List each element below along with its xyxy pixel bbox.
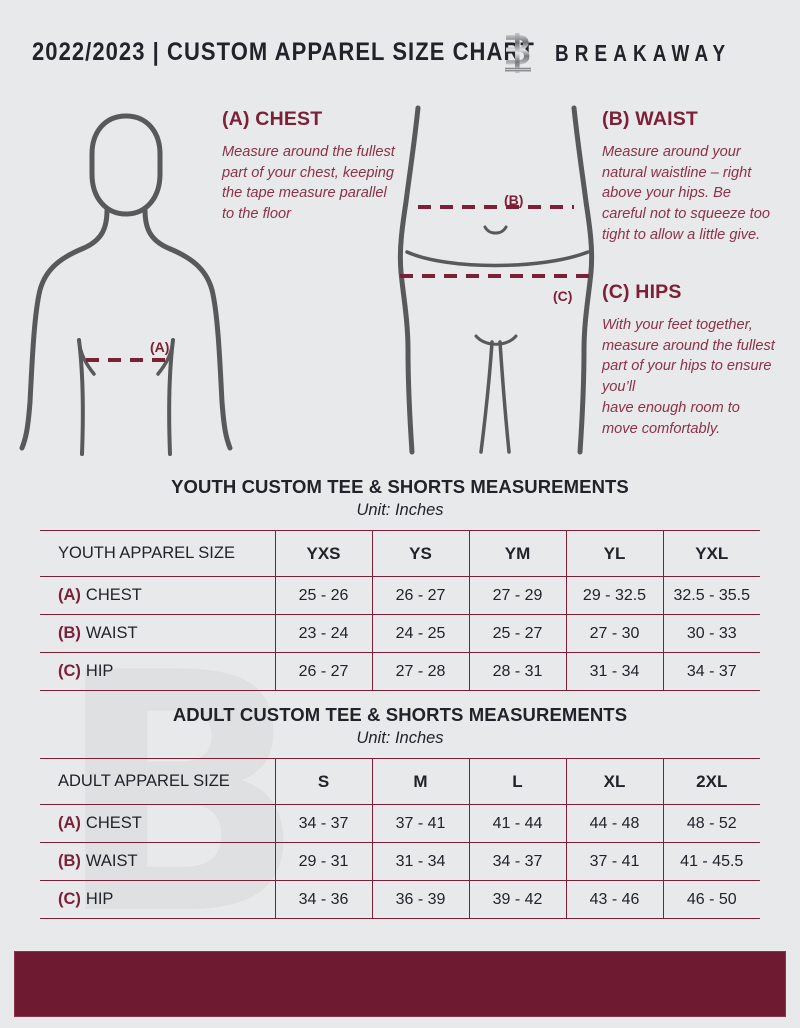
adult-size-l: L [468,758,566,805]
instruction-hips-heading: (C) HIPS [602,281,682,303]
youth-waist-yxl: 30 - 33 [662,614,760,653]
chest-marker-label: (A) [150,339,170,355]
table-row: (A) CHEST 25 - 26 26 - 27 27 - 29 29 - 32… [40,576,760,615]
youth-table-unit: Unit: Inches [356,501,444,519]
adult-size-table: ADULT APPAREL SIZE S M L XL 2XL (A) CHEST… [40,758,760,919]
youth-size-yxl: YXL [662,530,760,577]
page-title: 2022/2023 | CUSTOM APPAREL SIZE CHART [32,38,535,66]
adult-waist-l: 34 - 37 [468,842,566,881]
instruction-waist: (B) WAIST Measure around your natural wa… [602,108,777,246]
adult-hip-l: 39 - 42 [468,880,566,919]
hip-marker-label: (C) [553,288,573,304]
youth-chest-ys: 26 - 27 [371,576,469,615]
youth-hip-yxl: 34 - 37 [662,652,760,691]
table-row: (A) CHEST 34 - 37 37 - 41 41 - 44 44 - 48… [40,804,760,843]
youth-waist-yxs: 23 - 24 [274,614,372,653]
waist-tag: (B) [58,624,81,642]
table-row: (B) WAIST 29 - 31 31 - 34 34 - 37 37 - 41… [40,842,760,881]
youth-hip-yl: 31 - 34 [565,652,663,691]
hip-tag: (C) [58,662,81,680]
youth-hip-ys: 27 - 28 [371,652,469,691]
youth-size-table: YOUTH APPAREL SIZE YXS YS YM YL YXL (A) C… [40,530,760,691]
hip-label: HIP [85,662,114,680]
chest-tag: (A) [58,814,81,832]
adult-chest-s: 34 - 37 [274,804,372,843]
adult-waist-s: 29 - 31 [274,842,372,881]
youth-waist-yl: 27 - 30 [565,614,663,653]
waist-tag: (B) [58,852,81,870]
adult-hip-2xl: 46 - 50 [662,880,760,919]
adult-row-hip-label: (C) HIP [40,880,275,919]
brand-wordmark: BREAKAWAY [555,39,732,66]
chest-label: CHEST [85,586,142,604]
adult-row-chest-label: (A) CHEST [40,804,275,843]
instruction-chest-body: Measure around the fullest part of your … [222,144,395,223]
adult-size-m: M [371,758,469,805]
upper-body-figure [19,113,233,456]
figures-area: (A) (B) (C) [0,96,800,466]
adult-chest-xl: 44 - 48 [565,804,663,843]
adult-row-waist-label: (B) WAIST [40,842,275,881]
hip-label: HIP [85,890,114,908]
adult-size-s: S [274,758,372,805]
instruction-waist-body: Measure around your natural waistline – … [602,144,770,243]
adult-waist-xl: 37 - 41 [565,842,663,881]
page-header: 2022/2023 | CUSTOM APPAREL SIZE CHART BR [0,0,800,100]
adult-table-unit: Unit: Inches [356,729,444,747]
youth-row-chest-label: (A) CHEST [40,576,275,615]
youth-row-header-label: YOUTH APPAREL SIZE [40,530,275,577]
adult-table-title: ADULT CUSTOM TEE & SHORTS MEASUREMENTS [172,704,628,725]
brand-lockup: BREAKAWAY [503,32,770,74]
adult-waist-m: 31 - 34 [371,842,469,881]
adult-waist-2xl: 41 - 45.5 [662,842,760,881]
footer-bar [14,951,786,1017]
chest-label: CHEST [85,814,142,832]
youth-size-ys: YS [371,530,469,577]
youth-chest-yxs: 25 - 26 [274,576,372,615]
instruction-waist-heading: (B) WAIST [602,108,699,130]
adult-size-xl: XL [565,758,663,805]
youth-hip-ym: 28 - 31 [468,652,566,691]
waist-label: WAIST [85,852,138,870]
youth-hip-yxs: 26 - 27 [274,652,372,691]
adult-hip-m: 36 - 39 [371,880,469,919]
adult-size-2xl: 2XL [662,758,760,805]
instruction-chest-heading: (A) CHEST [222,108,323,130]
youth-table-title: YOUTH CUSTOM TEE & SHORTS MEASUREMENTS [171,476,629,497]
adult-chest-l: 41 - 44 [468,804,566,843]
lower-body-figure [397,105,595,455]
instruction-hips: (C) HIPS With your feet together, measur… [602,281,777,439]
adult-section: ADULT CUSTOM TEE & SHORTS MEASUREMENTS U… [40,704,760,919]
table-row: (C) HIP 34 - 36 36 - 39 39 - 42 43 - 46 4… [40,880,760,919]
youth-row-hip-label: (C) HIP [40,652,275,691]
youth-chest-ym: 27 - 29 [468,576,566,615]
adult-hip-xl: 43 - 46 [565,880,663,919]
adult-header-row: ADULT APPAREL SIZE S M L XL 2XL [40,758,760,805]
youth-row-waist-label: (B) WAIST [40,614,275,653]
adult-chest-m: 37 - 41 [371,804,469,843]
hip-tag: (C) [58,890,81,908]
youth-waist-ym: 25 - 27 [468,614,566,653]
waist-label: WAIST [85,624,138,642]
youth-waist-ys: 24 - 25 [371,614,469,653]
youth-size-yl: YL [565,530,663,577]
youth-size-ym: YM [468,530,566,577]
youth-chest-yxl: 32.5 - 35.5 [662,576,760,615]
adult-row-header-label: ADULT APPAREL SIZE [40,758,275,805]
youth-section: YOUTH CUSTOM TEE & SHORTS MEASUREMENTS U… [40,476,760,691]
instruction-hips-body: With your feet together, measure around … [602,317,775,437]
breakaway-b-monogram-icon [505,33,532,73]
table-row: (C) HIP 26 - 27 27 - 28 28 - 31 31 - 34 3… [40,652,760,691]
youth-header-row: YOUTH APPAREL SIZE YXS YS YM YL YXL [40,530,760,577]
chest-tag: (A) [58,586,81,604]
youth-chest-yl: 29 - 32.5 [565,576,663,615]
waist-marker-label: (B) [504,192,524,208]
table-row: (B) WAIST 23 - 24 24 - 25 25 - 27 27 - 30… [40,614,760,653]
adult-hip-s: 34 - 36 [274,880,372,919]
adult-chest-2xl: 48 - 52 [662,804,760,843]
youth-size-yxs: YXS [274,530,372,577]
instruction-chest: (A) CHEST Measure around the fullest par… [222,108,397,225]
